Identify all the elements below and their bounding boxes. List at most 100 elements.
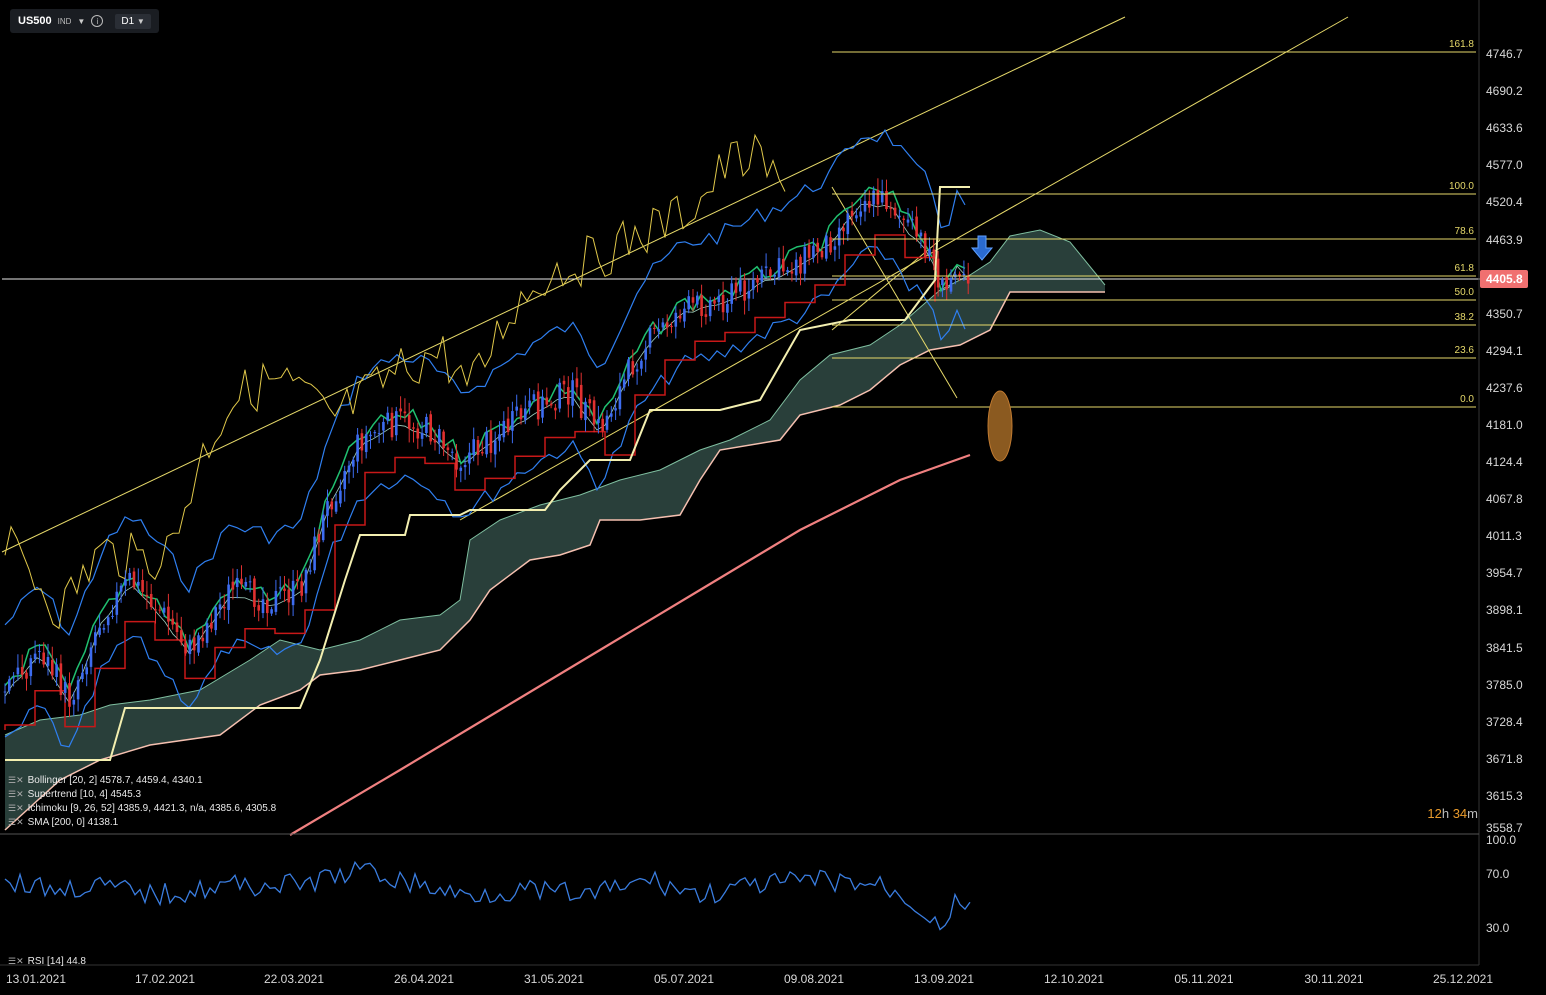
candle-body bbox=[760, 269, 764, 282]
candle-body bbox=[145, 594, 149, 597]
candle-body bbox=[605, 415, 609, 430]
candle-body bbox=[459, 467, 463, 471]
candle-body bbox=[94, 632, 97, 646]
candle-body bbox=[751, 279, 755, 290]
candle-body bbox=[244, 581, 248, 587]
candle-body bbox=[868, 201, 871, 208]
candle-body bbox=[739, 280, 742, 292]
candle-body bbox=[536, 391, 540, 420]
candle-body bbox=[29, 658, 33, 677]
candle-body bbox=[773, 275, 776, 277]
settings-icon[interactable]: ☰✕ bbox=[8, 803, 24, 813]
info-icon[interactable]: i bbox=[91, 15, 104, 27]
indicator-rsi[interactable]: ☰✕ RSI [14] 44.8 bbox=[8, 956, 86, 967]
candle-body bbox=[296, 579, 299, 581]
candle-body bbox=[38, 650, 41, 652]
fib-level-label: 61.8 bbox=[1455, 263, 1475, 274]
candle-body bbox=[59, 663, 63, 695]
candle-body bbox=[300, 581, 303, 596]
candle-body bbox=[72, 699, 76, 705]
chevron-down-icon[interactable]: ▼ bbox=[77, 16, 86, 26]
candle-body bbox=[167, 606, 170, 622]
candle-body bbox=[326, 501, 329, 516]
price-tick-label: 4011.3 bbox=[1486, 529, 1522, 543]
annotations bbox=[970, 235, 1013, 462]
candle-body bbox=[906, 219, 910, 223]
candle-body bbox=[825, 235, 828, 259]
rsi-tick-label: 70.0 bbox=[1486, 867, 1510, 881]
candle-body bbox=[833, 246, 837, 250]
indicator-ichimoku[interactable]: ☰✕ Ichimoku [9, 26, 52] 4385.9, 4421.3, n… bbox=[8, 803, 276, 814]
candle-body bbox=[928, 248, 931, 256]
candle-body bbox=[171, 618, 174, 625]
candle-body bbox=[20, 667, 24, 675]
indicator-bollinger[interactable]: ☰✕ Bollinger [20, 2] 4578.7, 4459.4, 4340… bbox=[8, 775, 203, 786]
candle-body bbox=[936, 258, 940, 288]
candle-body bbox=[820, 250, 824, 258]
timeframe-select[interactable]: D1 ▼ bbox=[115, 13, 151, 29]
candle-body bbox=[476, 440, 480, 455]
candle-body bbox=[317, 533, 321, 543]
candle-body bbox=[386, 412, 389, 421]
price-tick-label: 3671.8 bbox=[1486, 752, 1523, 766]
candle-body bbox=[25, 672, 28, 679]
candle-body bbox=[382, 421, 385, 431]
candle-body bbox=[248, 581, 252, 583]
timer-hours: 12 bbox=[1427, 806, 1442, 821]
candle-body bbox=[210, 622, 213, 629]
candle-body bbox=[696, 295, 699, 305]
candle-body bbox=[859, 211, 862, 217]
settings-icon[interactable]: ☰✕ bbox=[8, 789, 24, 799]
settings-icon[interactable]: ☰✕ bbox=[8, 775, 24, 785]
indicator-supertrend[interactable]: ☰✕ Supertrend [10, 4] 4545.3 bbox=[8, 789, 141, 800]
settings-icon[interactable]: ☰✕ bbox=[8, 956, 24, 966]
candle-body bbox=[89, 647, 93, 667]
candle-body bbox=[257, 605, 260, 611]
candle-body bbox=[192, 637, 196, 651]
candle-body bbox=[42, 652, 45, 665]
symbol-name[interactable]: US500 bbox=[18, 15, 52, 27]
candle-body bbox=[309, 570, 312, 572]
candle-body bbox=[8, 679, 11, 691]
price-tick-label: 4633.6 bbox=[1486, 121, 1523, 135]
price-tick-label: 3785.0 bbox=[1486, 678, 1523, 692]
candle-body bbox=[575, 378, 579, 388]
current-price-badge bbox=[1480, 270, 1528, 288]
candle-body bbox=[846, 213, 850, 235]
candle-body bbox=[468, 452, 471, 464]
candle-body bbox=[610, 413, 613, 417]
candle-body bbox=[579, 384, 583, 419]
candle-body bbox=[829, 237, 832, 253]
candle-body bbox=[743, 280, 746, 301]
symbol-toolbar[interactable]: US500 IND ▼ i D1 ▼ bbox=[10, 9, 159, 33]
settings-icon[interactable]: ☰✕ bbox=[8, 817, 24, 827]
price-tick-label: 4690.2 bbox=[1486, 84, 1523, 98]
candle-body bbox=[214, 607, 217, 631]
time-tick-label: 12.10.2021 bbox=[1044, 972, 1104, 986]
indicator-sma[interactable]: ☰✕ SMA [200, 0] 4138.1 bbox=[8, 817, 118, 828]
price-tick-label: 3841.5 bbox=[1486, 641, 1523, 655]
candle-body bbox=[85, 667, 88, 675]
candle-body bbox=[304, 569, 308, 594]
candle-body bbox=[98, 627, 101, 635]
fib-level-label: 38.2 bbox=[1455, 312, 1475, 323]
candle-body bbox=[106, 617, 110, 626]
instrument-class: IND bbox=[57, 16, 72, 26]
time-tick-label: 09.08.2021 bbox=[784, 972, 844, 986]
candle-body bbox=[360, 433, 364, 451]
price-tick-label: 3728.4 bbox=[1486, 715, 1523, 729]
candle-body bbox=[235, 577, 239, 588]
candle-body bbox=[240, 578, 243, 585]
candle-body bbox=[687, 296, 690, 310]
candle-body bbox=[231, 581, 235, 590]
fib-level-label: 100.0 bbox=[1449, 181, 1474, 192]
candle-body bbox=[919, 232, 923, 237]
candle-body bbox=[46, 657, 50, 666]
candle-body bbox=[55, 664, 58, 677]
candle-body bbox=[261, 599, 265, 614]
candle-body bbox=[184, 643, 187, 654]
candle-body bbox=[541, 396, 544, 418]
candle-body bbox=[876, 189, 880, 205]
candle-body bbox=[674, 312, 678, 327]
